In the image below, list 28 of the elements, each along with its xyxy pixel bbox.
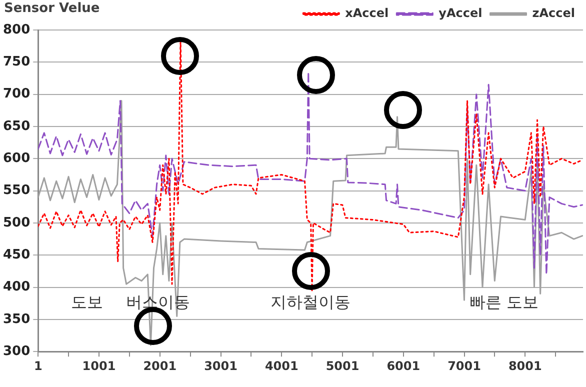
- y-tick-label: 550: [2, 183, 30, 198]
- x-tick-label: 8001: [508, 358, 542, 373]
- legend-label: xAccel: [345, 6, 389, 20]
- y-axis-title: Sensor Velue: [4, 0, 100, 16]
- annotation: 버스이동: [126, 292, 190, 312]
- y-tick-label: 300: [2, 344, 30, 359]
- x-tick-label: 1: [34, 358, 42, 373]
- x-tick-label: 6001: [386, 358, 420, 373]
- y-tick-label: 400: [2, 280, 30, 295]
- x-tick-label: 1001: [82, 358, 116, 373]
- x-tick-label: 2001: [143, 358, 177, 373]
- y-tick-label: 650: [2, 118, 30, 134]
- annotation: 지하철이동: [270, 292, 351, 312]
- x-tick-label: 4001: [264, 358, 298, 373]
- legend-label: zAccel: [532, 6, 575, 20]
- y-tick-label: 750: [2, 54, 30, 70]
- y-tick-label: 350: [2, 312, 30, 327]
- y-tick-label: 450: [2, 247, 30, 262]
- x-tick-label: 7001: [448, 358, 481, 373]
- x-tick-label: 3001: [204, 358, 238, 373]
- y-tick-label: 600: [2, 151, 30, 166]
- y-tick-label: 800: [2, 22, 30, 38]
- annotation: 빠른 도보: [469, 292, 539, 312]
- y-tick-label: 500: [2, 215, 30, 230]
- annotation: 도보: [71, 292, 104, 312]
- x-tick-label: 5001: [326, 358, 360, 373]
- y-tick-label: 700: [2, 86, 30, 102]
- legend-label: yAccel: [438, 6, 482, 20]
